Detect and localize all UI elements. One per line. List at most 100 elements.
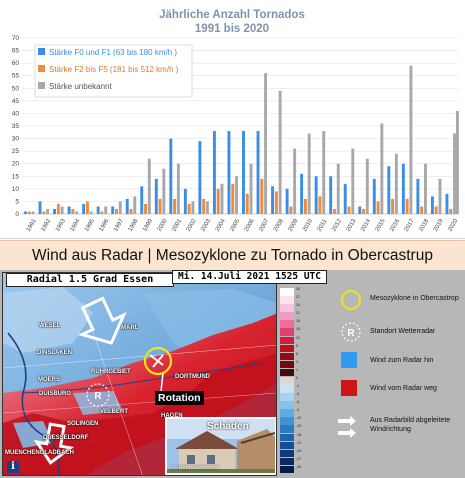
radar-weak-echo-area: [3, 287, 93, 353]
y-tick-label: 20: [12, 161, 20, 168]
rotation-label: Rotation: [155, 391, 204, 405]
chart-bars: [24, 65, 459, 215]
bar-2020-series-0: [445, 193, 449, 214]
x-tick-label: 1996: [99, 218, 111, 233]
legend-text-toward: Wind zum Radar hin: [370, 357, 434, 364]
bar-1999-series-0: [140, 186, 144, 214]
x-tick-label: 2014: [360, 218, 372, 233]
x-tick-label: 2000: [157, 218, 169, 233]
bar-1997-series-1: [115, 208, 118, 214]
scale-label: -21: [296, 440, 302, 445]
scale-swatch: [280, 352, 294, 361]
bar-2018-series-0: [416, 178, 420, 214]
bar-2008-series-1: [274, 191, 278, 214]
radar-map: R Radial 1.5 Grad Essen WESEL DINSLAKEN …: [2, 272, 277, 476]
bar-2016-series-0: [387, 166, 391, 214]
bar-1997-series-2: [118, 201, 122, 214]
x-tick-label: 1998: [128, 218, 140, 233]
scale-label: -6: [296, 400, 300, 405]
scale-swatch: [280, 417, 294, 425]
bar-2005-series-2: [235, 176, 238, 214]
legend-text-away: Wind vom Radar weg: [370, 385, 437, 392]
bar-1991-series-0: [24, 211, 27, 214]
bar-2005-series-0: [227, 131, 231, 214]
bar-2002-series-2: [191, 201, 195, 214]
damage-photo: Schäden © Ruhrnachrichten: [165, 417, 276, 475]
scale-swatch: [280, 425, 294, 434]
scale-swatch: [280, 328, 294, 336]
bar-1996-series-1: [100, 211, 104, 214]
x-tick-label: 1992: [40, 218, 52, 233]
bar-2016-series-2: [394, 153, 398, 214]
city-label-duisburg: DUISBURG: [39, 391, 72, 397]
bar-2013-series-0: [343, 183, 347, 214]
bar-1995-series-0: [82, 203, 86, 214]
x-tick-label: 1997: [113, 218, 125, 233]
y-tick-label: 45: [12, 98, 20, 105]
bar-2018-series-1: [420, 206, 424, 214]
velocity-color-scale: 30 27 24 21 18 15 12 9 6 3 1 0 -1 -3 -6 -9 -12 -15 -18 -21 -…: [280, 287, 325, 474]
scale-label: -27: [296, 456, 302, 461]
legend-label-unknown: Stärke unbekannt: [49, 82, 112, 91]
bar-1998-series-1: [129, 208, 133, 214]
bar-2014-series-2: [365, 158, 369, 214]
radar-header-timestamp: Mi. 14.Juli 2021 1525 UTC: [172, 270, 327, 284]
legend-text-direction: Aus Radarbild abgeleitete Windrichtung: [370, 417, 451, 433]
scale-label: 30: [296, 287, 300, 291]
scale-swatch: [280, 409, 294, 417]
mesocyclone-legend-icon: [341, 290, 361, 310]
legend-label-f2-f5: Stärke F2 bis F5 (181 bis 512 km/h ): [49, 65, 179, 74]
x-tick-label: 2001: [171, 218, 183, 233]
bar-2019-series-0: [430, 196, 434, 214]
scale-label: -18: [296, 432, 302, 437]
x-tick-label: 2015: [375, 218, 387, 233]
bar-2001-series-1: [173, 198, 177, 214]
bar-2006-series-2: [249, 163, 253, 214]
damage-photo-image: [167, 419, 275, 473]
bar-1996-series-2: [104, 206, 108, 214]
scale-swatch: [280, 288, 294, 296]
banner-title: Wind aus Radar | Mesozyklone zu Tornado …: [32, 246, 433, 264]
bar-2003-series-2: [205, 201, 209, 214]
bar-2003-series-0: [198, 141, 202, 214]
radar-frame: R Radial 1.5 Grad Essen WESEL DINSLAKEN …: [0, 270, 465, 478]
bar-1992-series-2: [46, 208, 50, 214]
y-tick-label: 25: [12, 148, 20, 155]
scale-row: 30: [280, 287, 325, 296]
bar-2014-series-0: [358, 206, 362, 214]
y-tick-label: 35: [12, 123, 20, 130]
scale-row: -15: [280, 424, 325, 434]
bar-2000-series-2: [162, 168, 166, 214]
x-tick-label: 2002: [186, 218, 198, 233]
x-tick-label: 2018: [418, 218, 430, 233]
city-label-velbert: VELBERT: [100, 409, 129, 415]
chart-subtitle: 1991 bis 2020: [195, 23, 269, 35]
y-tick-label: 0: [15, 211, 19, 218]
bar-2017-series-2: [409, 65, 413, 215]
bar-1991-series-1: [27, 211, 31, 214]
scale-label: -1: [296, 384, 300, 389]
x-tick-label: 2009: [288, 218, 300, 233]
bar-1999-series-2: [147, 158, 151, 214]
city-label-dortmund: DORTMUND: [175, 374, 210, 380]
legend-label-f0-f1: Stärke F0 und F1 (63 bis 180 km/h ): [49, 48, 177, 57]
info-icon[interactable]: i: [7, 461, 19, 473]
y-tick-label: 60: [12, 60, 20, 67]
scale-row: -3: [280, 392, 325, 401]
rhine-river: [7, 332, 61, 475]
y-axis-ticks: 0 5 10 15 20 25 30 35 40 45 50 55 60 65 70: [12, 35, 20, 218]
bar-1998-series-0: [125, 198, 129, 214]
scale-swatch: [280, 385, 294, 393]
bar-2000-series-0: [154, 178, 158, 214]
scale-swatch: [280, 393, 294, 401]
bar-2020-series-1: [449, 208, 453, 214]
bar-2009-series-0: [285, 188, 289, 214]
x-tick-label: 2013: [346, 218, 358, 233]
mesocyclone-marker: [143, 346, 173, 376]
bar-2020-extra: [455, 110, 459, 214]
scale-swatch: [280, 296, 294, 304]
bar-2006-series-1: [245, 193, 249, 214]
x-tick-label: 2020: [447, 218, 459, 233]
section-banner: Wind aus Radar | Mesozyklone zu Tornado …: [0, 240, 465, 271]
scale-swatch: [280, 336, 294, 345]
